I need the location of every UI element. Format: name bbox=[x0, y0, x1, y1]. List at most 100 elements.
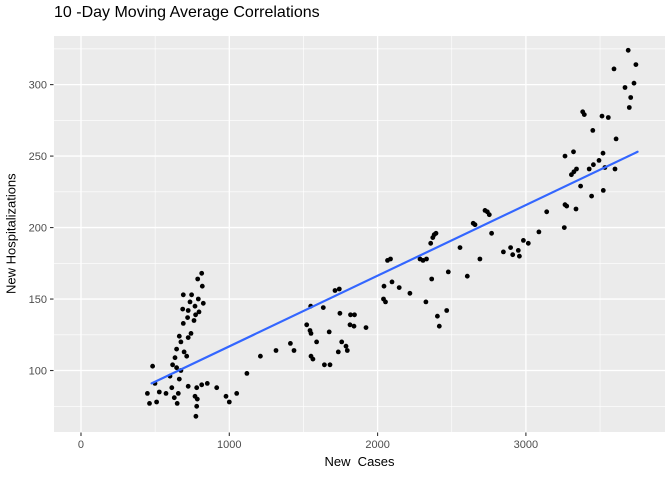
data-point bbox=[199, 270, 205, 276]
data-point bbox=[185, 335, 191, 340]
data-point bbox=[628, 95, 634, 100]
data-point bbox=[308, 331, 314, 336]
data-point bbox=[613, 136, 619, 142]
data-point bbox=[310, 356, 316, 362]
data-point bbox=[154, 399, 160, 405]
data-point bbox=[174, 365, 180, 371]
data-point bbox=[631, 80, 637, 86]
data-point bbox=[633, 62, 639, 67]
y-tick-label: 300 bbox=[29, 80, 47, 92]
data-point bbox=[600, 150, 606, 156]
x-tick-label: 2000 bbox=[365, 439, 389, 451]
data-point bbox=[327, 362, 333, 368]
data-point bbox=[561, 225, 567, 231]
data-point bbox=[180, 292, 186, 298]
data-point bbox=[625, 47, 631, 53]
data-point bbox=[147, 401, 152, 406]
data-point bbox=[436, 323, 442, 329]
data-point bbox=[193, 312, 199, 318]
data-point bbox=[291, 348, 297, 353]
data-point bbox=[544, 209, 550, 215]
data-point bbox=[581, 112, 587, 117]
x-tick-label: 0 bbox=[78, 439, 84, 451]
data-point bbox=[185, 383, 191, 389]
data-point bbox=[169, 385, 175, 391]
data-point bbox=[199, 283, 205, 289]
data-point bbox=[464, 273, 470, 279]
data-point bbox=[477, 256, 483, 262]
data-point bbox=[223, 393, 229, 399]
data-point bbox=[234, 391, 240, 396]
data-point bbox=[288, 341, 293, 346]
data-point bbox=[335, 349, 341, 355]
data-point bbox=[433, 230, 439, 236]
data-point bbox=[181, 349, 187, 355]
data-point bbox=[344, 348, 350, 353]
y-axis-title: New Hospitalizations bbox=[3, 173, 19, 295]
y-tick-label: 250 bbox=[29, 151, 47, 163]
data-point bbox=[389, 279, 395, 285]
data-point bbox=[187, 299, 193, 305]
data-point bbox=[363, 325, 369, 330]
data-point bbox=[622, 85, 628, 90]
data-point bbox=[180, 321, 186, 326]
data-point bbox=[626, 105, 632, 110]
data-point bbox=[517, 253, 522, 259]
data-point bbox=[428, 240, 434, 246]
regression-line bbox=[150, 150, 639, 385]
data-point bbox=[189, 292, 195, 298]
data-point bbox=[381, 283, 387, 289]
data-point bbox=[525, 240, 531, 246]
data-point bbox=[176, 333, 182, 339]
data-point bbox=[226, 399, 232, 405]
data-point bbox=[172, 355, 178, 361]
data-point bbox=[407, 290, 413, 296]
data-point bbox=[348, 312, 353, 318]
data-point bbox=[304, 322, 310, 328]
data-point bbox=[156, 389, 162, 395]
data-point bbox=[444, 308, 450, 313]
data-point bbox=[489, 230, 494, 236]
data-point bbox=[573, 206, 579, 212]
data-point bbox=[591, 162, 596, 168]
data-point bbox=[195, 276, 201, 282]
data-point bbox=[163, 391, 169, 396]
data-point bbox=[193, 413, 199, 419]
data-point bbox=[314, 339, 319, 345]
data-point bbox=[196, 309, 202, 315]
data-point bbox=[396, 285, 402, 290]
x-tick-label: 1000 bbox=[217, 439, 241, 451]
x-tick-label: 3000 bbox=[514, 439, 538, 451]
data-point bbox=[170, 362, 176, 368]
data-point bbox=[200, 300, 206, 306]
data-point bbox=[605, 115, 611, 120]
data-point bbox=[590, 127, 596, 133]
data-point bbox=[445, 269, 451, 275]
data-point bbox=[184, 353, 190, 359]
data-point bbox=[611, 66, 617, 72]
data-point bbox=[612, 166, 618, 172]
data-point bbox=[388, 256, 393, 262]
data-point bbox=[521, 238, 526, 243]
data-point bbox=[562, 153, 568, 159]
data-point bbox=[599, 113, 605, 119]
data-point bbox=[589, 193, 594, 199]
data-point bbox=[174, 401, 180, 406]
data-point bbox=[185, 315, 191, 320]
data-point bbox=[336, 286, 342, 292]
data-point bbox=[194, 385, 200, 391]
data-point bbox=[343, 343, 349, 349]
data-point bbox=[194, 396, 200, 402]
data-point bbox=[194, 403, 200, 409]
data-point bbox=[337, 310, 343, 316]
data-point bbox=[320, 305, 326, 310]
data-point bbox=[486, 212, 492, 218]
data-point bbox=[195, 296, 201, 302]
data-point bbox=[457, 245, 463, 251]
data-point bbox=[175, 391, 181, 396]
data-point bbox=[508, 245, 513, 251]
data-point bbox=[510, 252, 516, 258]
data-point bbox=[204, 381, 210, 386]
